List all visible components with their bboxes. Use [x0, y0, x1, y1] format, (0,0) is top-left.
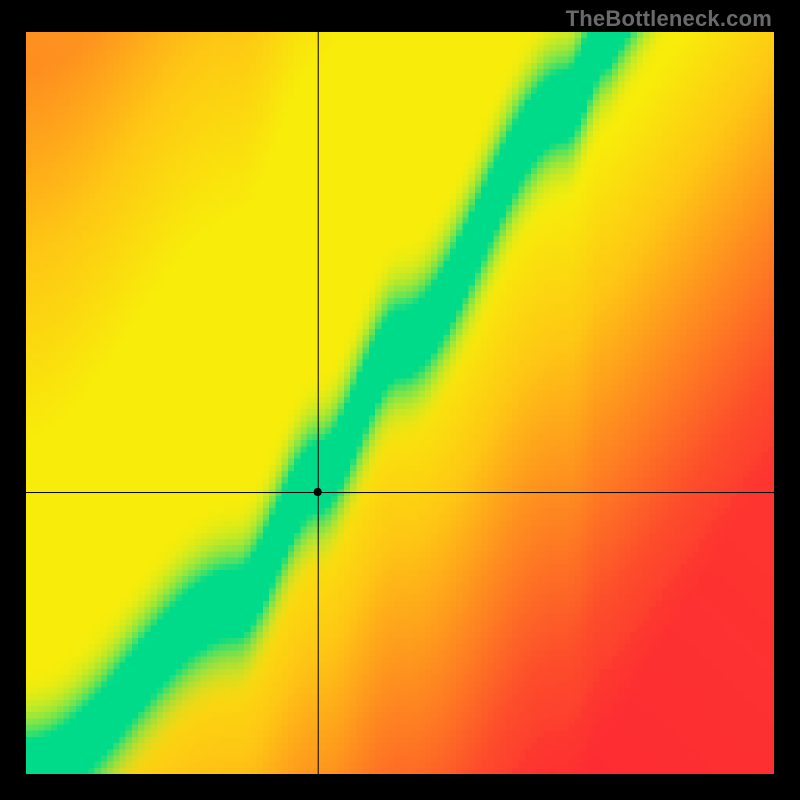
crosshair-overlay [0, 0, 800, 800]
watermark-text: TheBottleneck.com [566, 6, 772, 32]
chart-container: TheBottleneck.com [0, 0, 800, 800]
